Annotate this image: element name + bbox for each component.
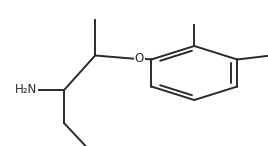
Text: O: O [135, 52, 144, 65]
Text: H₂N: H₂N [15, 83, 37, 96]
